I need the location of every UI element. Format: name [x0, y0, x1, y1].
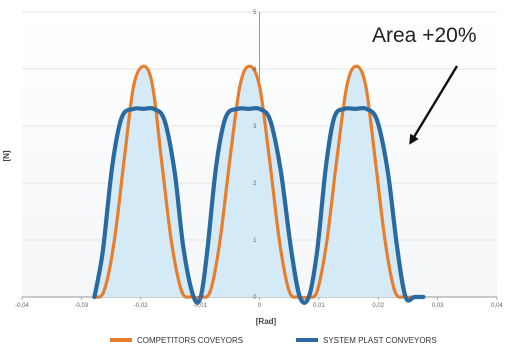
- tick-labels: -0,04 -0,03 -0,02 -0,01 0 0,01 0,02 0,03 0,04 0 1 2…: [15, 10, 503, 309]
- area-fill-competitors: [94, 66, 424, 298]
- legend-label-system-plast: SYSTEM PLAST CONVEYORS: [323, 336, 437, 345]
- x-tick-label: 0,04: [491, 303, 503, 309]
- x-tick-label: 0: [258, 303, 262, 309]
- x-tick-label: 0,03: [432, 303, 444, 309]
- x-axis-title: [Rad]: [256, 317, 277, 326]
- annotation-arrow: [409, 65, 459, 145]
- y-tick-label: 3: [253, 124, 257, 130]
- x-tick-label: -0,02: [134, 303, 148, 309]
- x-tick-label: -0,01: [193, 303, 207, 309]
- y-tick-label: 1: [253, 238, 257, 244]
- annotation-label: Area +20%: [372, 24, 477, 47]
- y-tick-label: 0: [253, 295, 257, 301]
- legend-label-competitors: COMPETITORS COVEYORS: [137, 336, 243, 345]
- y-tick-label: 2: [253, 181, 257, 187]
- series-group: [92, 64, 426, 305]
- series-line-system-plast: [92, 105, 426, 305]
- y-axis-title: [N]: [2, 150, 11, 161]
- y-tick-label: 4: [253, 67, 257, 73]
- x-tick-label: 0,01: [313, 303, 325, 309]
- x-tick-label: -0,03: [75, 303, 89, 309]
- difference-area: [94, 66, 424, 303]
- legend: COMPETITORS COVEYORS SYSTEM PLAST CONVEY…: [110, 336, 437, 345]
- x-tick-label: -0,04: [15, 303, 29, 309]
- series-line-competitors: [92, 64, 425, 300]
- x-tick-label: 0,02: [372, 303, 384, 309]
- y-tick-label: 5: [253, 10, 257, 16]
